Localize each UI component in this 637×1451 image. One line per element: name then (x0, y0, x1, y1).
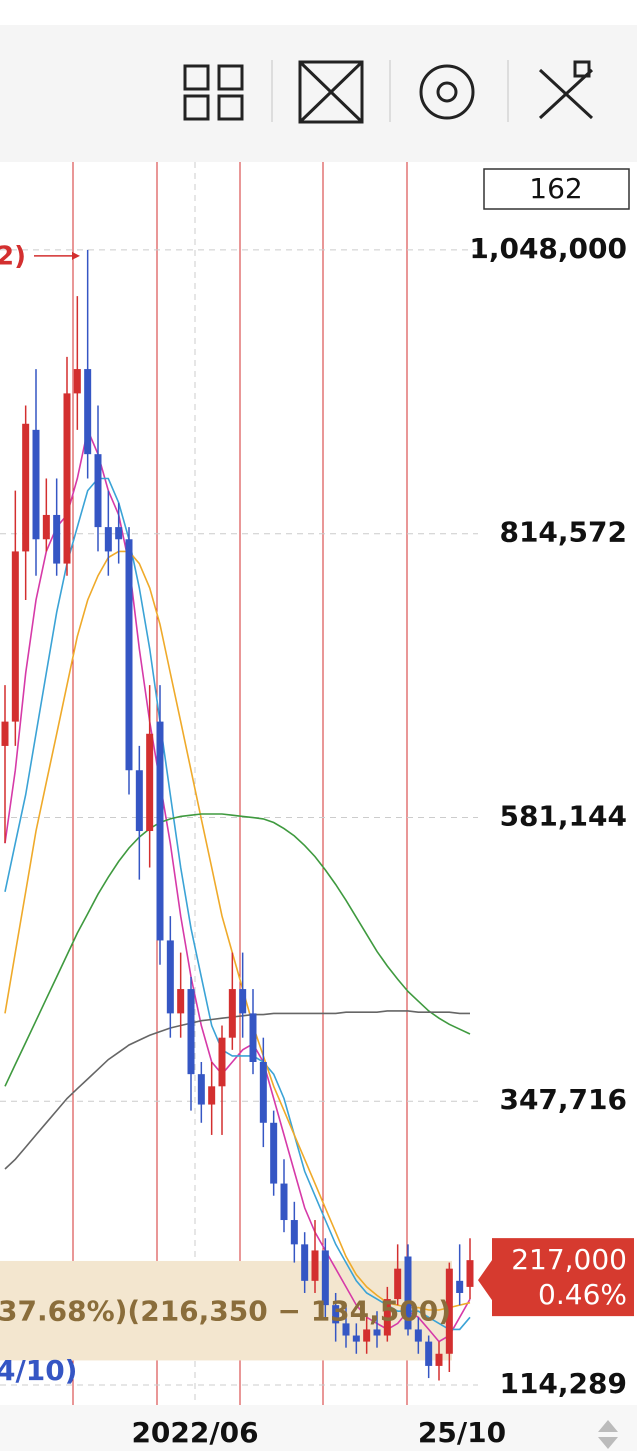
candle-body (53, 514, 61, 564)
candle-body (73, 369, 81, 394)
candle-body (228, 989, 236, 1038)
candle-body (259, 1061, 267, 1123)
toolbar-icons (183, 60, 594, 124)
candle-body (166, 940, 174, 1014)
settings-button[interactable] (419, 64, 475, 120)
candle-body (332, 1305, 340, 1324)
high-marker: 2) (0, 241, 26, 271)
layout-button[interactable] (183, 64, 244, 121)
candle-body (414, 1329, 422, 1342)
plot-area (0, 162, 478, 1405)
candle-body (104, 527, 112, 552)
candle-body (63, 393, 71, 564)
candle-body (146, 733, 154, 832)
candle-body (280, 1183, 288, 1221)
candle-body (466, 1260, 474, 1287)
low-marker: 4/10) (0, 1354, 77, 1387)
candle-body (239, 989, 247, 1014)
candle-body (373, 1329, 381, 1336)
candle-body (311, 1250, 319, 1281)
candle-body (94, 454, 102, 528)
candle-body (404, 1256, 412, 1330)
candle-body (352, 1335, 360, 1342)
candle-body (32, 429, 40, 540)
candle-body (383, 1299, 391, 1336)
moving-average-line (4, 1010, 470, 1170)
moving-average-line (4, 550, 471, 1311)
tools-button[interactable] (538, 60, 594, 120)
range-label: 37.68%)(216,350 − 134,500) (0, 1295, 451, 1328)
candle-body (270, 1122, 278, 1184)
scroll-arrows[interactable] (598, 1420, 618, 1449)
y-tick-label: 814,572 (499, 516, 627, 549)
candle-body (197, 1074, 205, 1105)
candle-body (249, 1013, 257, 1062)
candle-body (11, 551, 19, 722)
y-tick-label: 114,289 (499, 1367, 627, 1400)
period-lines (72, 162, 408, 1405)
candle-body (42, 514, 50, 540)
candle-body (156, 721, 164, 941)
counter: 162 (529, 172, 582, 205)
toolbar-dividers (271, 60, 509, 122)
candle-body (1, 721, 9, 746)
price-label: 217,000 (511, 1243, 627, 1276)
candle-body (177, 989, 185, 1014)
x-tick-label: 2022/06 (131, 1416, 258, 1449)
fullscreen-button[interactable] (298, 60, 364, 124)
candle-body (342, 1323, 350, 1336)
candle-body (125, 539, 133, 771)
candle-body (363, 1329, 371, 1342)
candle-body (135, 770, 143, 832)
candle-body (115, 527, 123, 540)
change-label: 0.46% (538, 1278, 627, 1311)
candle-body (84, 369, 92, 455)
price-tag (478, 1238, 634, 1317)
high-arrowhead (72, 251, 80, 260)
candle-body (208, 1086, 216, 1105)
candle-body (445, 1268, 453, 1354)
candle-body (394, 1268, 402, 1300)
candle-body (425, 1341, 433, 1366)
candle-body (22, 423, 30, 552)
moving-average-line (4, 813, 471, 1087)
candle-body (321, 1250, 329, 1306)
candle-body (301, 1244, 309, 1281)
candle-body (290, 1220, 298, 1245)
moving-average-line (4, 477, 471, 1331)
y-tick-label: 581,144 (499, 799, 627, 832)
y-tick-label: 347,716 (499, 1083, 627, 1116)
x-tick-label: 25/10 (418, 1416, 506, 1449)
candle-body (456, 1280, 464, 1293)
candle-body (218, 1037, 226, 1087)
y-tick-label: 1,048,000 (469, 232, 627, 265)
toolbar (0, 25, 637, 162)
counter-box (483, 168, 630, 210)
candle-body (187, 989, 195, 1075)
candle-body (435, 1353, 443, 1366)
x-axis-area (0, 1405, 637, 1451)
